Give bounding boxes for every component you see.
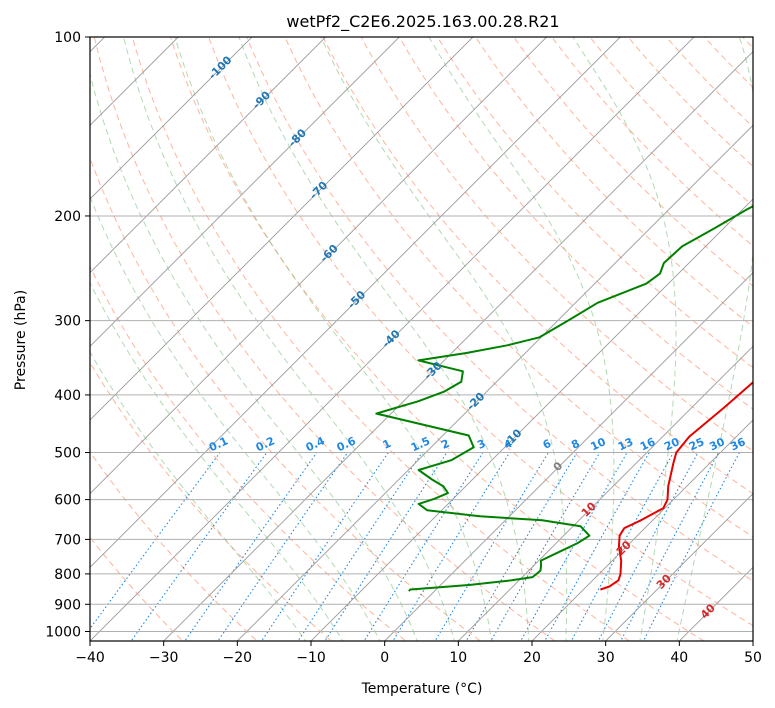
mixing-ratio-line [324, 452, 448, 641]
y-tick-label: 500 [54, 446, 81, 462]
x-tick-label: 50 [744, 650, 762, 666]
y-tick-label: 1000 [45, 625, 81, 641]
dry-adiabat-line [284, 37, 753, 538]
isotherm-line [90, 37, 548, 495]
dry-adiabat-line [475, 37, 753, 328]
y-tick-label: 200 [54, 209, 81, 225]
dry-adiabat-line [360, 37, 753, 452]
moist-adiabat-line [90, 281, 344, 641]
isotherm-line [90, 37, 621, 568]
isotherm-line [90, 37, 179, 126]
moist-adiabat-line [174, 37, 493, 641]
isotherm-line [90, 37, 253, 200]
moist-adiabat-line [123, 37, 455, 641]
y-tick-label: 600 [54, 493, 81, 509]
y-tick-label: 900 [54, 597, 81, 613]
isotherm-line [90, 37, 327, 274]
y-tick-label: 400 [54, 388, 81, 404]
dry-adiabat-line [322, 37, 753, 495]
mixing-ratio-label: 25 [687, 435, 706, 453]
x-tick-label: 0 [380, 650, 389, 666]
isotherm-line [163, 51, 753, 641]
mixing-ratio-label: 20 [662, 435, 682, 453]
x-tick-label: 40 [670, 650, 688, 666]
chart-title: wetPf2_C2E6.2025.163.00.28.R21 [286, 12, 559, 32]
mixing-ratio-line [392, 452, 511, 641]
x-axis-title: Temperature (°C) [361, 681, 483, 697]
y-axis-title: Pressure (hPa) [13, 290, 29, 390]
isotherm-line [605, 493, 753, 641]
moist-adiabat-line [90, 72, 418, 641]
dry-adiabat-line [246, 37, 753, 582]
dry-adiabat-line [513, 37, 753, 287]
x-tick-label: −30 [149, 650, 179, 666]
mixing-ratio-line [620, 452, 720, 641]
dry-adiabat-line [90, 156, 482, 641]
mixing-ratio-line [465, 452, 578, 641]
temperature-profile-line [600, 380, 753, 591]
moist-adiabat-line [320, 37, 568, 641]
mixing-ratio-line [217, 452, 349, 641]
x-tick-label: 20 [523, 650, 541, 666]
y-tick-label: 100 [54, 30, 81, 46]
isotherm-line [90, 37, 400, 347]
plot-area [90, 37, 753, 641]
mixing-ratio-line [297, 452, 423, 641]
dry-adiabat-line [90, 265, 407, 641]
isotherm-line [457, 345, 753, 641]
isotherm-line [310, 198, 753, 641]
dry-adiabat-line [436, 37, 753, 369]
mixing-ratio-line [184, 452, 318, 641]
mixing-ratio-line [261, 452, 389, 641]
moist-adiabat-line [90, 195, 381, 641]
plot-frame [89, 36, 754, 642]
mixing-ratio-line [90, 452, 221, 630]
isotherm-line [236, 124, 753, 641]
moist-adiabat-line [238, 37, 530, 641]
isotherm-line [384, 272, 753, 641]
y-tick-label: 700 [54, 532, 81, 548]
mixing-ratio-label: 36 [728, 435, 748, 453]
isotherm-line [531, 419, 753, 641]
mixing-ratio-label: 16 [638, 435, 658, 453]
dewpoint-profile-line [375, 205, 753, 592]
x-tick-label: 10 [449, 650, 467, 666]
x-tick-label: −10 [296, 650, 326, 666]
mixing-ratio-line [490, 452, 601, 641]
mixing-ratio-line [642, 452, 740, 641]
x-tick-label: 30 [597, 650, 615, 666]
isotherm-line [0, 10, 58, 647]
moist-adiabat-line [572, 37, 677, 641]
isotherm-line [90, 37, 695, 641]
y-tick-label: 800 [54, 567, 81, 583]
mixing-ratio-label: 30 [707, 435, 727, 453]
mixing-ratio-label: 13 [616, 435, 635, 453]
x-tick-label: −40 [75, 650, 105, 666]
moist-adiabat-line [676, 37, 753, 641]
y-tick-label: 300 [54, 314, 81, 330]
mixing-ratio-line [597, 452, 699, 641]
dry-adiabat-line [398, 37, 753, 410]
isotherm-line [90, 37, 474, 421]
mixing-ratio-label: 10 [589, 435, 609, 453]
dry-adiabat-line [170, 37, 705, 641]
moist-adiabat-line [428, 37, 615, 641]
x-tick-label: −20 [223, 650, 253, 666]
